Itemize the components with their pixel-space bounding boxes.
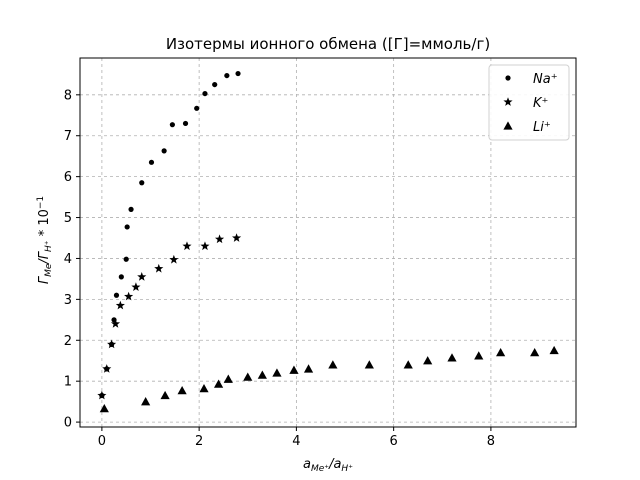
point-triangle <box>328 360 338 369</box>
point-triangle <box>549 345 559 355</box>
point-star <box>200 241 210 251</box>
point-triangle <box>423 356 433 365</box>
point-triangle <box>213 379 224 388</box>
x-tick-label: 6 <box>390 434 398 449</box>
point-triangle <box>289 365 299 374</box>
point-circle <box>123 256 129 262</box>
legend-label: Na⁺ <box>533 72 558 87</box>
point-triangle <box>243 372 253 381</box>
point-triangle <box>160 390 170 400</box>
point-triangle <box>199 383 209 393</box>
point-triangle <box>272 368 282 377</box>
point-star <box>182 241 192 251</box>
x-tick-label: 4 <box>292 434 300 449</box>
point-circle <box>235 70 241 77</box>
legend: Na⁺ K⁺ Li⁺ <box>488 64 570 141</box>
point-star <box>137 272 147 281</box>
point-circle <box>212 81 218 88</box>
point-circle <box>182 120 189 127</box>
point-star <box>115 300 125 310</box>
y-tick-label: 8 <box>64 88 72 103</box>
point-triangle <box>474 351 484 360</box>
legend-box <box>488 64 570 141</box>
y-tick-label: 2 <box>64 334 72 349</box>
point-circle <box>139 180 145 186</box>
point-triangle <box>364 360 374 369</box>
legend-marker-circle <box>505 75 511 81</box>
point-star <box>102 364 112 373</box>
point-star <box>215 234 225 244</box>
point-star <box>124 291 134 301</box>
point-star <box>154 263 164 273</box>
x-axis-label: aMe⁺/aH⁺ <box>303 457 353 474</box>
point-circle <box>161 148 167 154</box>
point-circle <box>202 90 208 97</box>
point-circle <box>224 72 230 79</box>
plot-frame <box>79 57 577 428</box>
point-triangle <box>257 370 267 379</box>
legend-marker-triangle <box>503 121 513 130</box>
point-triangle <box>141 397 151 406</box>
point-star <box>107 339 117 349</box>
point-triangle <box>403 360 413 369</box>
point-triangle <box>223 374 233 383</box>
x-tick-label: 8 <box>487 434 495 449</box>
x-tick-label: 0 <box>98 434 106 449</box>
point-triangle <box>177 385 187 395</box>
point-triangle <box>447 353 457 362</box>
point-circle <box>124 224 130 230</box>
y-tick-label: 3 <box>64 293 72 308</box>
point-star <box>131 282 141 291</box>
legend-marker-star <box>503 97 513 106</box>
point-circle <box>148 159 155 165</box>
y-axis-label: ГMe/ГH⁺ * 10−1 <box>36 196 54 284</box>
chart-title: Изотермы ионного обмена ([Г]=ммоль/г) <box>166 35 490 53</box>
point-circle <box>194 105 200 111</box>
x-tick-label: 2 <box>195 434 203 449</box>
point-star <box>169 254 179 264</box>
point-triangle <box>496 347 506 357</box>
point-triangle <box>99 403 109 413</box>
point-circle <box>128 206 134 212</box>
y-tick-label: 7 <box>64 129 72 144</box>
point-circle <box>169 122 175 128</box>
legend-label: K⁺ <box>533 96 548 111</box>
point-star <box>110 319 121 328</box>
point-circle <box>118 274 124 280</box>
point-star <box>232 233 242 242</box>
y-tick-label: 0 <box>64 416 72 431</box>
y-tick-label: 6 <box>64 170 72 185</box>
y-tick-label: 4 <box>64 252 72 267</box>
point-triangle <box>303 364 314 373</box>
point-star <box>97 390 107 400</box>
legend-label: Li⁺ <box>533 120 551 135</box>
y-tick-label: 1 <box>64 375 72 390</box>
point-circle <box>113 292 120 298</box>
point-triangle <box>530 347 540 357</box>
y-tick-label: 5 <box>64 211 72 226</box>
